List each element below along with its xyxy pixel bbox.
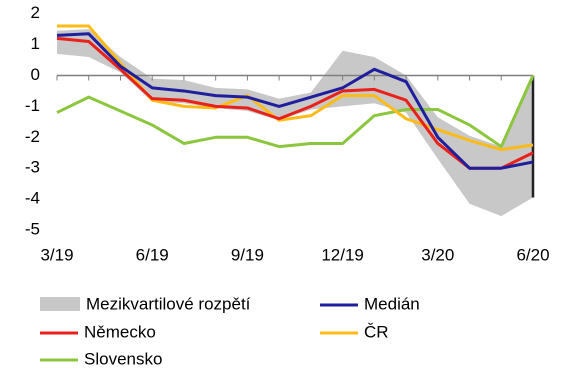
- legend-label: Slovensko: [84, 349, 162, 368]
- y-tick-label: 1: [31, 34, 40, 53]
- x-tick-label: 6/20: [516, 245, 549, 264]
- y-tick-label: -5: [25, 219, 40, 238]
- y-tick-label: -2: [25, 127, 40, 146]
- series-line: [56, 32, 534, 170]
- x-tick-label: 3/19: [40, 245, 73, 264]
- series-line: [56, 36, 534, 170]
- x-tick-label: 6/19: [136, 245, 169, 264]
- y-tick-label: 0: [31, 65, 40, 84]
- x-tick-label: 3/20: [421, 245, 454, 264]
- legend-swatch: [40, 297, 80, 311]
- legend-label: Mezikvartilové rozpětí: [86, 294, 251, 313]
- x-tick-label: 9/19: [231, 245, 264, 264]
- y-tick-label: -3: [25, 158, 40, 177]
- y-tick-label: -4: [25, 189, 40, 208]
- series-line: [56, 74, 535, 149]
- legend-label: Německo: [84, 322, 156, 341]
- legend-label: Medián: [364, 294, 420, 313]
- legend-label: ČR: [364, 322, 389, 341]
- x-tick-label: 12/19: [321, 245, 364, 264]
- range-area: [57, 29, 533, 217]
- y-tick-label: -1: [25, 96, 40, 115]
- y-tick-label: 2: [31, 3, 40, 22]
- series-line: [57, 24, 534, 152]
